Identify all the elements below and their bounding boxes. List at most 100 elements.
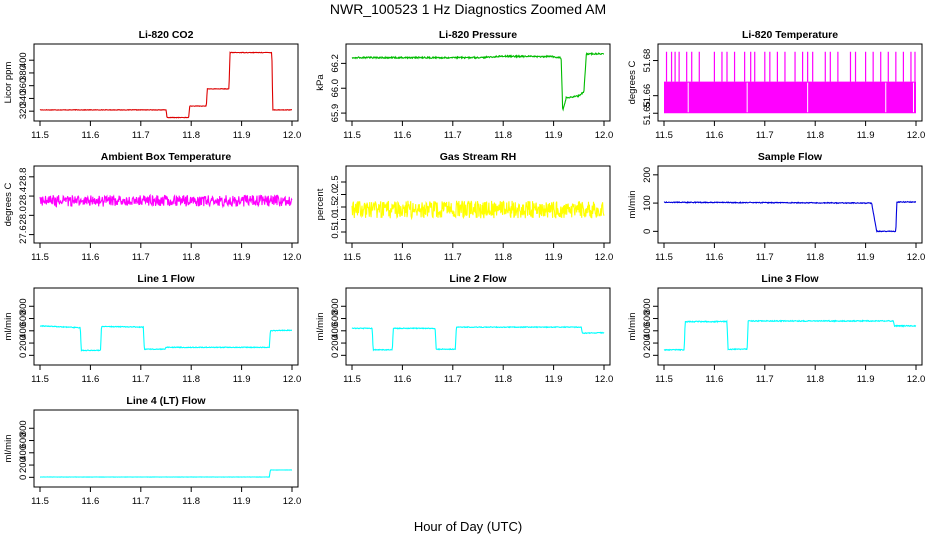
panel-5: Gas Stream RH 11.5 11.6 11.7 11.8 11.9 12.0 0.5… [315,151,613,263]
x-tick-label: 11.7 [132,496,150,507]
y-tick-label: 51.68 [642,49,653,73]
panel-title: Gas Stream RH [440,151,516,163]
y-tick-label: 100 [642,195,653,211]
x-tick-label: 12.0 [283,130,302,141]
y-tick-label: 200 [642,335,653,351]
y-axis-label: ml/min [627,313,638,341]
x-tick-label: 11.9 [233,130,251,141]
plot-frame [33,165,299,244]
y-axis-label: ml/min [627,191,638,219]
x-tick-label: 11.7 [444,374,462,385]
y-tick-label: 0 [18,353,29,358]
y-tick-label: 600 [330,311,341,327]
x-tick-label: 11.7 [756,374,774,385]
data-layer [40,469,293,478]
panel-8: Line 2 Flow 11.5 11.6 11.7 11.8 11.9 12.0 0 2004… [315,273,613,385]
x-tick-label: 11.5 [31,252,49,263]
y-tick-label: 400 [330,323,341,339]
x-tick-label: 11.9 [857,252,875,263]
x-tick-label: 11.8 [494,252,512,263]
series-line [40,469,293,478]
data-layer [351,325,605,352]
x-tick-label: 11.6 [394,374,412,385]
series-line [663,200,917,233]
x-tick-label: 11.7 [444,130,462,141]
data-layer [663,319,917,352]
panel-1: Li-820 CO2 11.5 11.6 11.7 11.8 11.9 12.0 320340… [3,29,301,141]
y-tick-label: 800 [330,298,341,314]
x-tick-label: 11.5 [31,374,49,385]
y-tick-label: 28.4 [18,187,29,206]
x-tick-label: 11.9 [545,130,563,141]
x-tick-label: 11.6 [82,130,100,141]
plot-frame [33,43,299,122]
data-layer [39,51,292,119]
x-tick-label: 11.9 [545,252,563,263]
y-tick-label: 600 [18,311,29,327]
y-tick-label: 200 [18,335,29,351]
y-axis-label: degrees C [3,182,14,226]
y-axis-label: Licor ppm [3,62,14,104]
x-tick-label: 11.9 [857,374,875,385]
panel-7: Line 1 Flow 11.5 11.6 11.7 11.8 11.9 12.0 0 2004… [3,273,301,385]
x-tick-label: 11.9 [233,252,251,263]
x-tick-label: 11.6 [82,496,100,507]
panel-title: Ambient Box Temperature [101,151,232,163]
y-tick-label: 360 [18,78,29,94]
plot-frame [657,43,923,122]
x-tick-label: 11.6 [82,252,100,263]
y-tick-label: 51.65 [642,101,653,125]
y-tick-label: 28.8 [18,168,29,187]
x-tick-label: 12.0 [595,374,614,385]
x-tick-label: 11.5 [655,252,673,263]
plot-frame [33,287,299,366]
plot-frame [345,165,611,244]
y-tick-label: 66.2 [330,54,341,73]
y-tick-label: 0 [330,353,341,358]
y-axis-label: ml/min [3,435,14,463]
x-tick-label: 11.6 [706,374,724,385]
y-tick-label: 200 [18,457,29,473]
y-tick-label: 1.0 [330,213,341,226]
x-tick-label: 12.0 [907,130,926,141]
y-tick-label: 400 [18,445,29,461]
x-tick-label: 11.8 [182,374,200,385]
y-tick-label: 600 [18,433,29,449]
y-tick-label: 200 [330,335,341,351]
x-tick-label: 11.7 [756,130,774,141]
x-tick-label: 11.7 [756,252,774,263]
panel-9: Line 3 Flow 11.5 11.6 11.7 11.8 11.9 12.0 0 2004… [627,273,925,385]
x-tick-label: 11.7 [132,374,150,385]
data-layer [39,325,293,352]
x-tick-label: 11.8 [806,374,824,385]
x-tick-label: 11.9 [857,130,875,141]
x-tick-label: 12.0 [283,496,302,507]
plot-frame [345,287,611,366]
x-tick-label: 12.0 [907,374,926,385]
plot-frame [657,287,923,366]
data-layer [39,193,293,209]
plot-frame [657,165,923,244]
x-tick-label: 11.5 [655,130,673,141]
data-layer [351,51,604,112]
y-tick-label: 380 [18,65,29,81]
y-tick-label: 2.0 [330,188,341,201]
data-layer [664,51,916,114]
y-tick-label: 200 [642,167,653,183]
x-tick-label: 11.9 [545,374,563,385]
x-tick-label: 11.5 [343,374,361,385]
y-axis-label: kPa [315,74,326,91]
panel-6: Sample Flow 11.5 11.6 11.7 11.8 11.9 12.0 0 100 2… [627,151,925,263]
panel-3: Li-820 Temperature 11.5 11.6 11.7 11.8 11.9 12… [627,29,925,141]
data-layer [351,200,605,221]
series-line [351,200,605,221]
x-tick-label: 11.9 [233,496,251,507]
x-tick-label: 11.8 [494,130,512,141]
series-line [663,319,917,352]
panel-title: Sample Flow [758,151,823,163]
y-tick-label: 0 [18,475,29,480]
y-axis-label: percent [315,188,326,220]
x-tick-label: 11.5 [655,374,673,385]
panel-title: Li-820 Temperature [742,29,838,41]
